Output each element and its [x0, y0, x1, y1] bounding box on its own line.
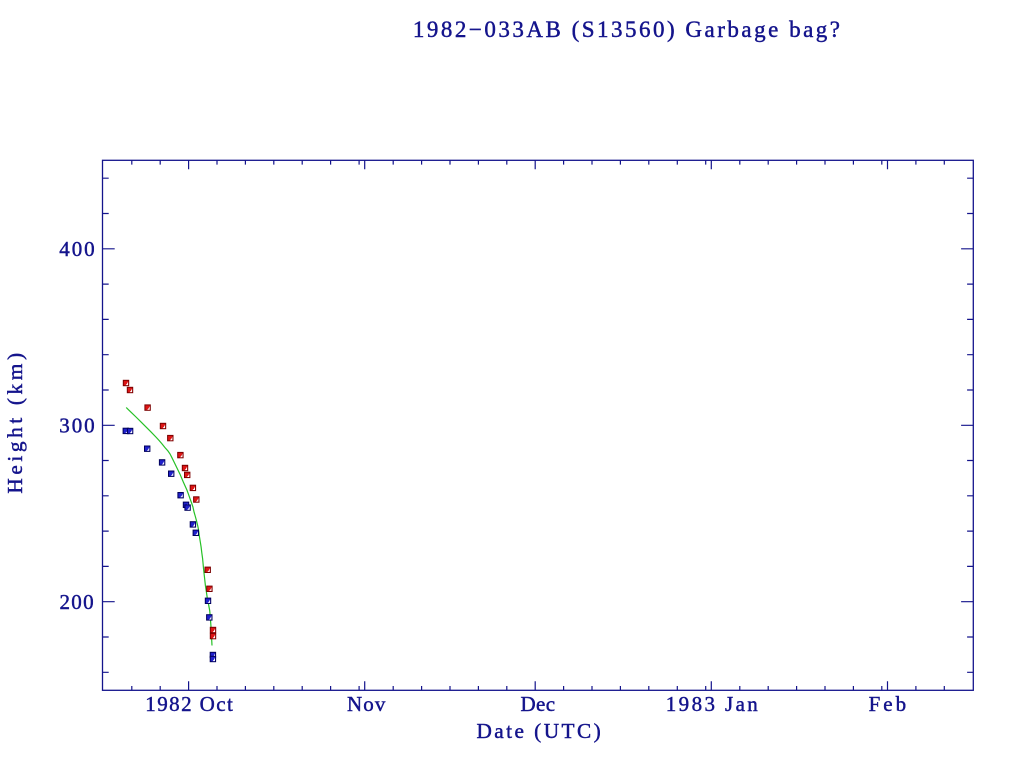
svg-text:Date (UTC): Date (UTC)	[476, 719, 603, 743]
svg-text:400: 400	[59, 237, 96, 261]
svg-text:1983 Jan: 1983 Jan	[666, 692, 760, 716]
svg-text:Nov: Nov	[347, 692, 387, 716]
svg-text:Feb: Feb	[869, 692, 910, 716]
svg-text:1982 Oct: 1982 Oct	[145, 692, 234, 716]
svg-text:1982−033AB (S13560) Garbage ba: 1982−033AB (S13560) Garbage bag?	[413, 17, 843, 42]
svg-text:300: 300	[59, 414, 96, 438]
svg-text:200: 200	[59, 590, 94, 614]
svg-text:Height (km): Height (km)	[3, 349, 27, 493]
svg-text:Dec: Dec	[520, 692, 555, 716]
